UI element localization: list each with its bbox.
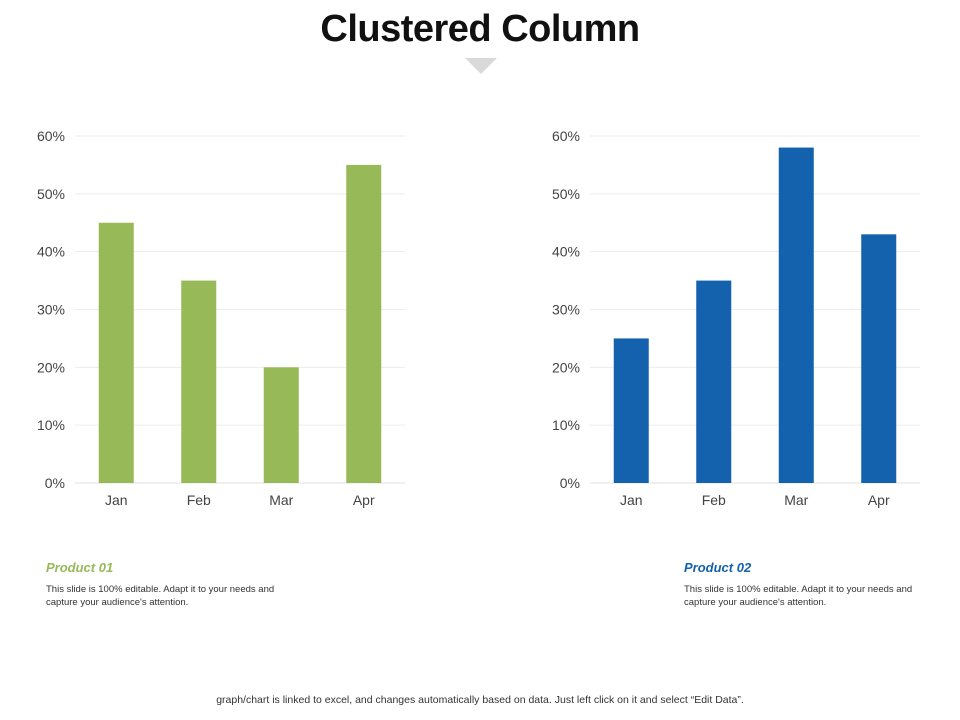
y-tick-label: 40% [37, 244, 65, 260]
y-tick-label: 10% [37, 417, 65, 433]
y-tick-label: 50% [552, 186, 580, 202]
bar-jan [613, 338, 649, 483]
title-pointer-icon [465, 58, 497, 74]
y-tick-label: 20% [552, 359, 580, 375]
footer-note: graph/chart is linked to excel, and chan… [216, 694, 744, 706]
y-tick-label: 30% [552, 302, 580, 318]
x-tick-label: Apr [353, 492, 375, 508]
chart-product-01: 0% 10% 20% 30% 40% 50% 60% Jan Feb Mar Apr [37, 128, 405, 508]
y-tick-label: 50% [37, 186, 65, 202]
bar-feb [181, 280, 217, 483]
y-tick-label: 10% [552, 417, 580, 433]
bar-mar [263, 367, 299, 483]
bar-apr [861, 234, 897, 483]
chart-product-02: 0% 10% 20% 30% 40% 50% 60% Jan Feb Mar Apr [552, 128, 920, 508]
product-01-description: This slide is 100% editable. Adapt it to… [46, 584, 275, 608]
x-tick-label: Apr [868, 492, 890, 508]
page-title: Clustered Column [320, 8, 640, 50]
x-tick-label: Feb [702, 492, 726, 508]
product-02-name: Product 02 [684, 560, 752, 575]
product-01-name: Product 01 [46, 560, 114, 575]
y-tick-label: 60% [37, 128, 65, 144]
y-tick-label: 20% [37, 359, 65, 375]
product-02-legend: Product 02 This slide is 100% editable. … [684, 560, 944, 609]
y-tick-label: 30% [37, 302, 65, 318]
product-02-description: This slide is 100% editable. Adapt it to… [684, 584, 913, 608]
x-tick-label: Jan [105, 492, 128, 508]
product-01-legend: Product 01 This slide is 100% editable. … [46, 560, 306, 609]
y-tick-label: 60% [552, 128, 580, 144]
bar-feb [696, 280, 732, 483]
bar-jan [98, 222, 134, 483]
x-tick-label: Mar [269, 492, 293, 508]
y-tick-label: 0% [45, 475, 65, 491]
y-tick-label: 0% [560, 475, 580, 491]
x-tick-label: Feb [187, 492, 211, 508]
bar-apr [346, 164, 382, 483]
x-tick-label: Mar [784, 492, 808, 508]
y-tick-label: 40% [552, 244, 580, 260]
bar-mar [778, 147, 814, 484]
x-tick-label: Jan [620, 492, 643, 508]
